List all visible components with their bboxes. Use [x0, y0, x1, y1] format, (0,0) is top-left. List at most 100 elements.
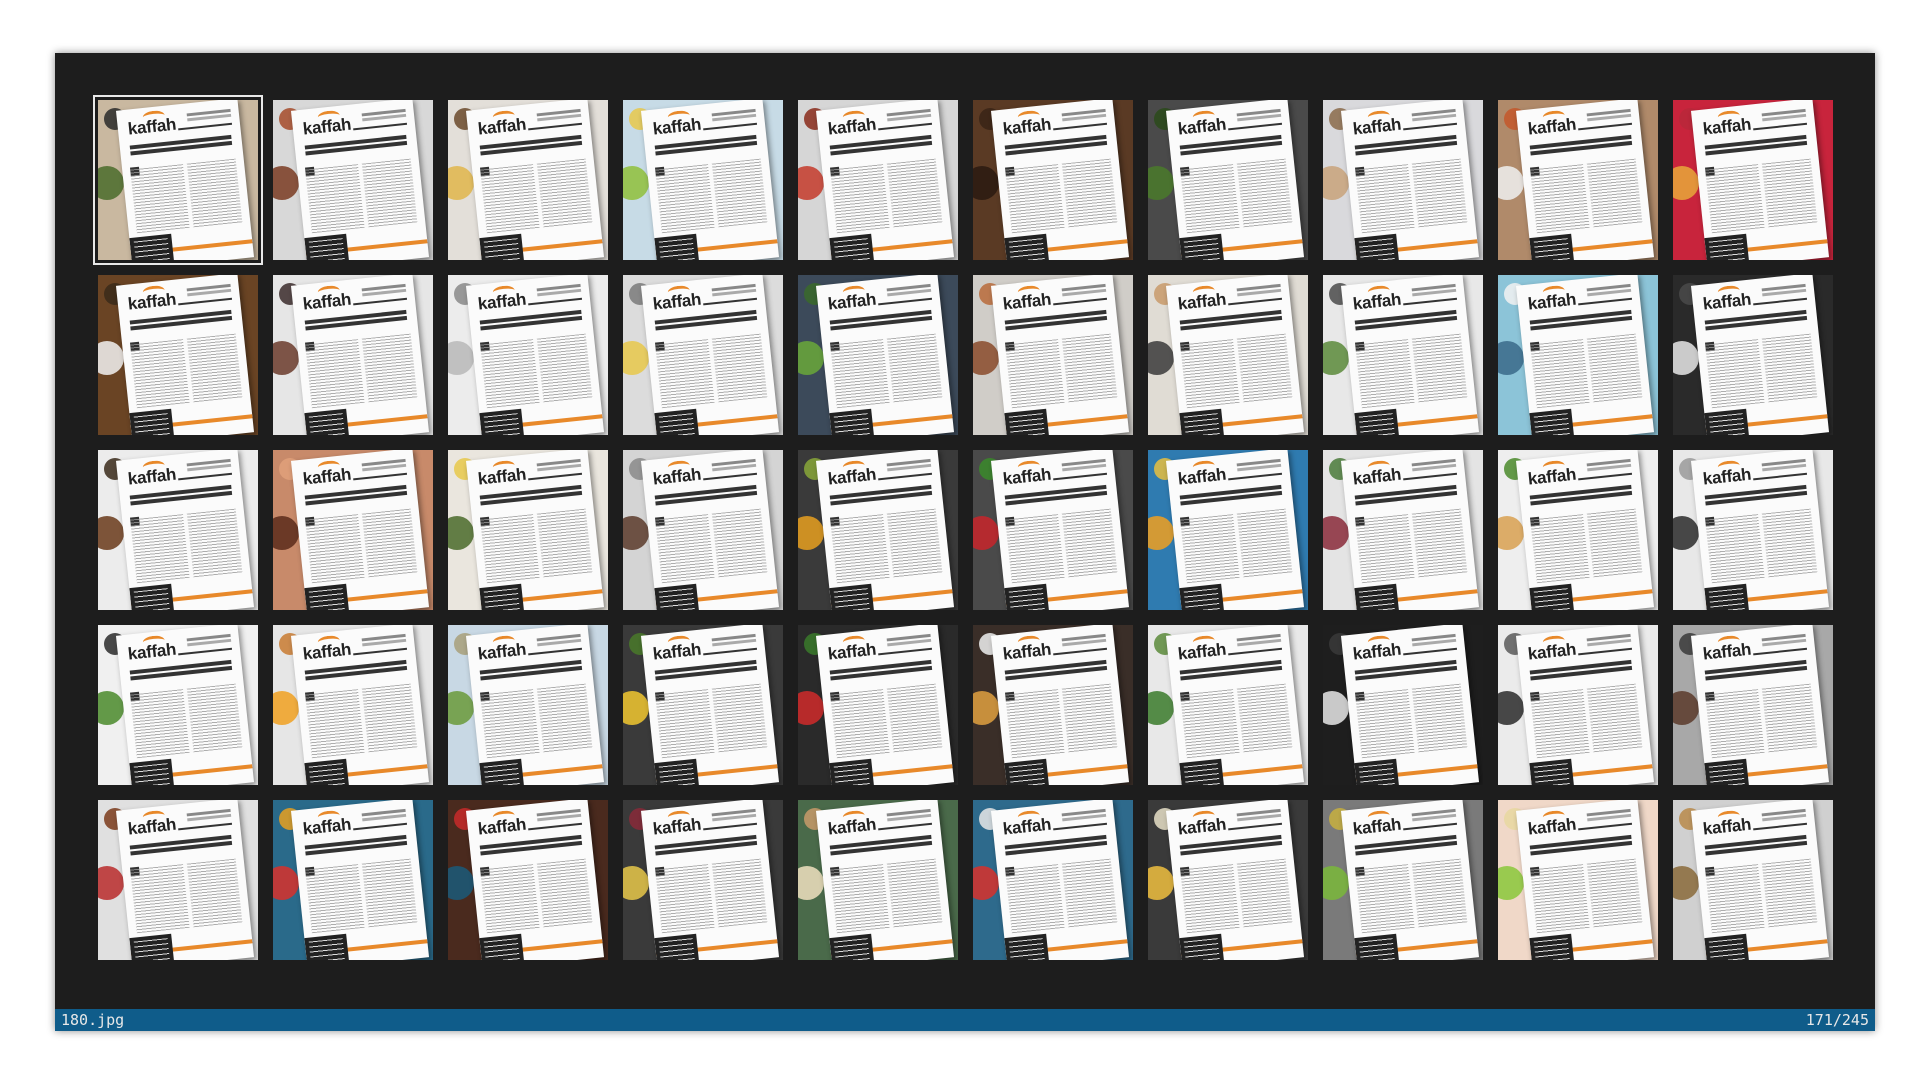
arabic-text-graphic	[711, 458, 756, 467]
thumbnail[interactable]: kaffah	[623, 100, 783, 260]
thumbnail[interactable]: kaffah	[1498, 450, 1658, 610]
thumbnail[interactable]: kaffah	[98, 275, 258, 435]
thumbnail-prop	[623, 691, 649, 725]
thumbnail[interactable]: kaffah	[973, 450, 1133, 610]
thumbnail[interactable]: kaffah	[98, 625, 258, 785]
bulletin-logo: kaffah	[826, 814, 877, 839]
thumbnail[interactable]: kaffah	[1498, 625, 1658, 785]
arabic-text-graphic	[186, 108, 231, 117]
body-text-graphic	[130, 333, 243, 409]
thumbnail-selected[interactable]: kaffah	[93, 95, 263, 265]
thumbnail[interactable]: kaffah	[798, 275, 958, 435]
bulletin-page: kaffah	[465, 800, 605, 960]
bulletin-page: kaffah	[115, 625, 255, 785]
body-text-graphic	[830, 158, 943, 234]
thumbnail-prop	[973, 516, 999, 550]
thumbnail[interactable]: kaffah	[798, 800, 958, 960]
thumbnail[interactable]: kaffah	[1673, 100, 1833, 260]
thumbnail[interactable]: kaffah	[273, 625, 433, 785]
thumbnail[interactable]: kaffah	[623, 275, 783, 435]
thumbnail[interactable]: kaffah	[273, 800, 433, 960]
thumbnail[interactable]: kaffah	[448, 800, 608, 960]
thumbnail[interactable]: kaffah	[1498, 100, 1658, 260]
thumbnail-prop	[1148, 516, 1174, 550]
thumbnail[interactable]: kaffah	[448, 275, 608, 435]
thumbnail[interactable]: kaffah	[1148, 100, 1308, 260]
bulletin-page: kaffah	[1515, 275, 1655, 435]
bulletin-logo: kaffah	[1001, 289, 1052, 314]
thumbnail[interactable]: kaffah	[973, 275, 1133, 435]
thumbnail-prop	[623, 516, 649, 550]
thumbnail-prop	[448, 691, 474, 725]
thumbnail[interactable]: kaffah	[448, 625, 608, 785]
arabic-text-graphic	[186, 283, 231, 292]
thumbnail[interactable]: kaffah	[1148, 625, 1308, 785]
body-text-graphic	[655, 683, 768, 759]
social-links-box	[479, 583, 525, 610]
bulletin-logo: kaffah	[1001, 814, 1052, 839]
bulletin-logo: kaffah	[1526, 464, 1577, 489]
thumbnail[interactable]: kaffah	[1148, 450, 1308, 610]
bulletin-page: kaffah	[465, 625, 605, 785]
thumbnail[interactable]: kaffah	[1673, 275, 1833, 435]
social-links-box	[654, 583, 700, 610]
arabic-text-graphic	[1411, 283, 1456, 292]
thumbnail[interactable]: kaffah	[623, 625, 783, 785]
thumbnail[interactable]: kaffah	[273, 100, 433, 260]
thumbnail[interactable]: kaffah	[973, 800, 1133, 960]
bulletin-logo: kaffah	[826, 464, 877, 489]
arabic-text-graphic	[536, 283, 581, 292]
bulletin-page: kaffah	[990, 275, 1130, 435]
thumbnail-prop	[1498, 166, 1524, 200]
thumbnail[interactable]: kaffah	[798, 450, 958, 610]
thumbnail[interactable]: kaffah	[448, 100, 608, 260]
thumbnail[interactable]: kaffah	[273, 275, 433, 435]
social-links-box	[1004, 583, 1050, 610]
thumbnail[interactable]: kaffah	[1148, 275, 1308, 435]
thumbnail[interactable]: kaffah	[973, 625, 1133, 785]
thumbnail[interactable]: kaffah	[98, 450, 258, 610]
thumbnail[interactable]: kaffah	[273, 450, 433, 610]
arabic-text-graphic	[711, 283, 756, 292]
thumbnail[interactable]: kaffah	[798, 100, 958, 260]
bulletin-logo: kaffah	[1001, 114, 1052, 139]
thumbnail[interactable]: kaffah	[798, 625, 958, 785]
thumbnail[interactable]: kaffah	[1323, 100, 1483, 260]
thumbnail[interactable]: kaffah	[1323, 625, 1483, 785]
thumbnail[interactable]: kaffah	[1148, 800, 1308, 960]
thumbnail[interactable]: kaffah	[1323, 450, 1483, 610]
thumbnail[interactable]: kaffah	[1498, 800, 1658, 960]
thumbnail[interactable]: kaffah	[973, 100, 1133, 260]
thumbnail[interactable]: kaffah	[1323, 800, 1483, 960]
masthead-rule	[528, 647, 583, 656]
thumbnail[interactable]: kaffah	[448, 450, 608, 610]
thumbnail[interactable]: kaffah	[1673, 625, 1833, 785]
social-links-box	[129, 233, 175, 260]
thumbnail[interactable]: kaffah	[623, 800, 783, 960]
masthead-rule	[528, 122, 583, 131]
body-text-graphic	[1530, 858, 1643, 934]
bulletin-logo: kaffah	[1526, 289, 1577, 314]
masthead-rule	[1228, 297, 1283, 306]
thumbnail-prop	[973, 866, 999, 900]
body-text-graphic	[1005, 333, 1118, 409]
bulletin-page: kaffah	[290, 100, 430, 260]
thumbnail[interactable]: kaffah	[1673, 800, 1833, 960]
body-text-graphic	[305, 158, 418, 234]
body-text-graphic	[1005, 158, 1118, 234]
thumbnail-prop	[1148, 166, 1174, 200]
social-links-box	[1354, 583, 1400, 610]
body-text-graphic	[1355, 333, 1468, 409]
bulletin-page: kaffah	[815, 450, 955, 610]
body-text-graphic	[1705, 508, 1818, 584]
social-links-box	[1529, 758, 1575, 785]
bulletin-page: kaffah	[1690, 275, 1830, 435]
thumbnail[interactable]: kaffah	[1498, 275, 1658, 435]
arabic-text-graphic	[1411, 108, 1456, 117]
masthead-rule	[1578, 647, 1633, 656]
thumbnail[interactable]: kaffah	[1323, 275, 1483, 435]
thumbnail[interactable]: kaffah	[1673, 450, 1833, 610]
thumbnail[interactable]: kaffah	[98, 800, 258, 960]
thumbnail[interactable]: kaffah	[623, 450, 783, 610]
social-links-box	[1004, 408, 1050, 435]
